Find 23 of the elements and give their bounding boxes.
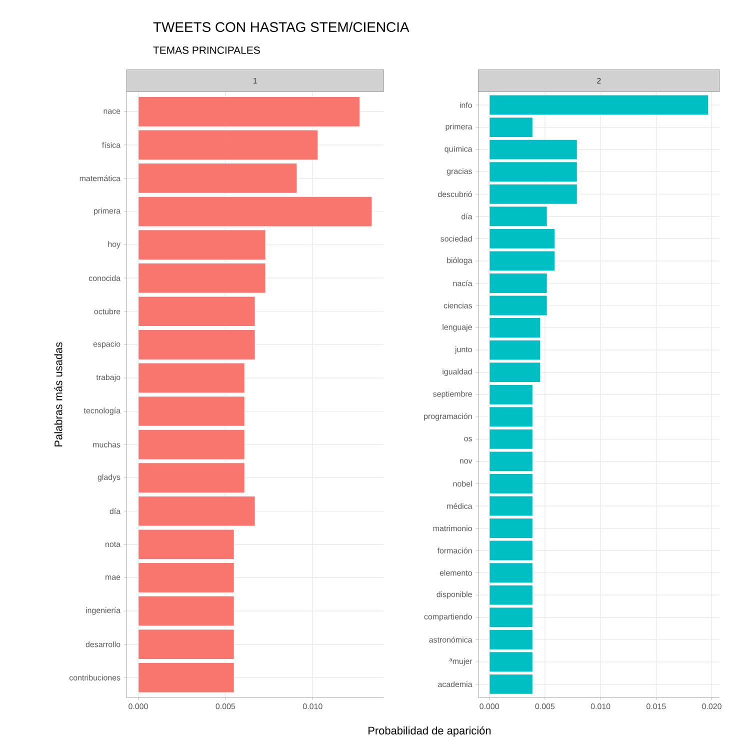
bar (488, 674, 533, 694)
bar (138, 130, 318, 160)
chart-title: TWEETS CON HASTAG STEM/CIENCIA (153, 22, 410, 32)
bar (138, 362, 245, 394)
bar (138, 429, 245, 460)
bar (138, 662, 234, 693)
bar (138, 162, 298, 194)
bar (138, 96, 360, 127)
bar (138, 196, 372, 227)
x-axis-title: Probabilidad de aparición (368, 726, 490, 737)
bar (138, 262, 266, 294)
bar (138, 496, 256, 526)
bar (138, 628, 234, 660)
bar (138, 562, 234, 593)
bar (138, 396, 245, 427)
bar (138, 596, 234, 626)
y-axis-title: Palabras más usadas (54, 342, 62, 446)
chart-subtitle: TEMAS PRINCIPALES (153, 46, 260, 54)
bar (138, 296, 256, 327)
bar (138, 230, 266, 260)
bar (138, 529, 234, 560)
bar (138, 462, 245, 494)
bar (138, 329, 256, 360)
